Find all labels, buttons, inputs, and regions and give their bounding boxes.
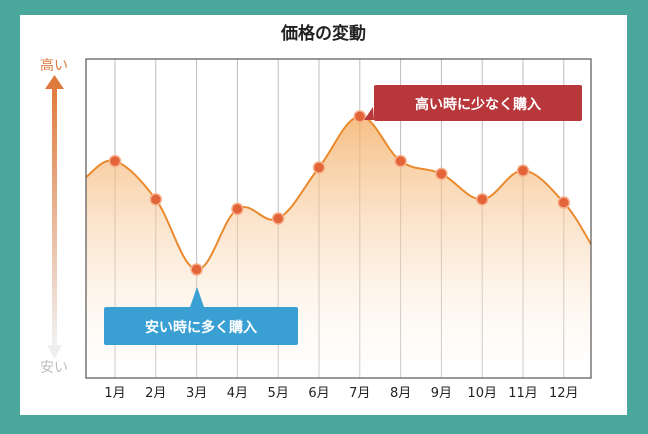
callout-low-text: 安い時に多く購入 bbox=[145, 319, 257, 336]
x-tick-label-4: 4月 bbox=[227, 386, 248, 401]
data-point-3月 bbox=[190, 263, 203, 276]
data-point-1月 bbox=[108, 154, 122, 168]
callout-low: 安い時に多く購入 bbox=[104, 287, 298, 345]
y-axis-low-label: 安い bbox=[40, 360, 68, 376]
data-point-10月 bbox=[475, 193, 489, 206]
y-axis-high-label: 高い bbox=[40, 57, 68, 74]
x-tick-label-5: 5月 bbox=[268, 386, 289, 401]
chart-title: 価格の変動 bbox=[281, 24, 366, 44]
callout-high: 高い時に少なく購入 bbox=[364, 85, 582, 121]
x-tick-label-6: 6月 bbox=[308, 386, 329, 401]
y-axis-arrow bbox=[45, 75, 64, 359]
data-point-4月 bbox=[231, 202, 244, 216]
data-point-8月 bbox=[394, 154, 407, 168]
x-tick-labels: 1月 2月 3月 4月 5月 6月 7月 8月 9月 10月 11月 12月 bbox=[104, 386, 578, 401]
price-chart: 1月 2月 3月 4月 5月 6月 7月 8月 9月 10月 11月 12月 高い 安い 高い時に少な… bbox=[40, 57, 592, 401]
data-point-12月 bbox=[557, 196, 571, 209]
x-tick-label-8: 8月 bbox=[390, 386, 411, 401]
x-tick-label-10: 10月 bbox=[467, 386, 497, 401]
chart-card: 価格の変動 1月 2月 3月 4月 5月 6月 7月 8月 9月 10月 11月 12月 高い 安い bbox=[20, 15, 627, 415]
data-point-6月 bbox=[312, 161, 326, 174]
data-points bbox=[108, 110, 571, 276]
data-point-9月 bbox=[435, 167, 448, 181]
x-tick-label-11: 11月 bbox=[508, 386, 538, 401]
data-point-7月 bbox=[353, 110, 367, 123]
callout-high-text: 高い時に少なく購入 bbox=[415, 96, 541, 113]
x-tick-label-2: 2月 bbox=[145, 386, 166, 401]
x-tick-label-12: 12月 bbox=[549, 386, 579, 401]
x-tick-label-1: 1月 bbox=[104, 386, 125, 401]
data-point-2月 bbox=[149, 193, 163, 206]
data-point-5月 bbox=[271, 212, 285, 225]
x-tick-label-7: 7月 bbox=[349, 386, 370, 401]
price-line bbox=[85, 115, 592, 271]
data-point-11月 bbox=[516, 164, 530, 177]
plot-frame bbox=[85, 58, 592, 379]
x-tick-label-9: 9月 bbox=[431, 386, 452, 401]
x-tick-label-3: 3月 bbox=[186, 386, 207, 401]
